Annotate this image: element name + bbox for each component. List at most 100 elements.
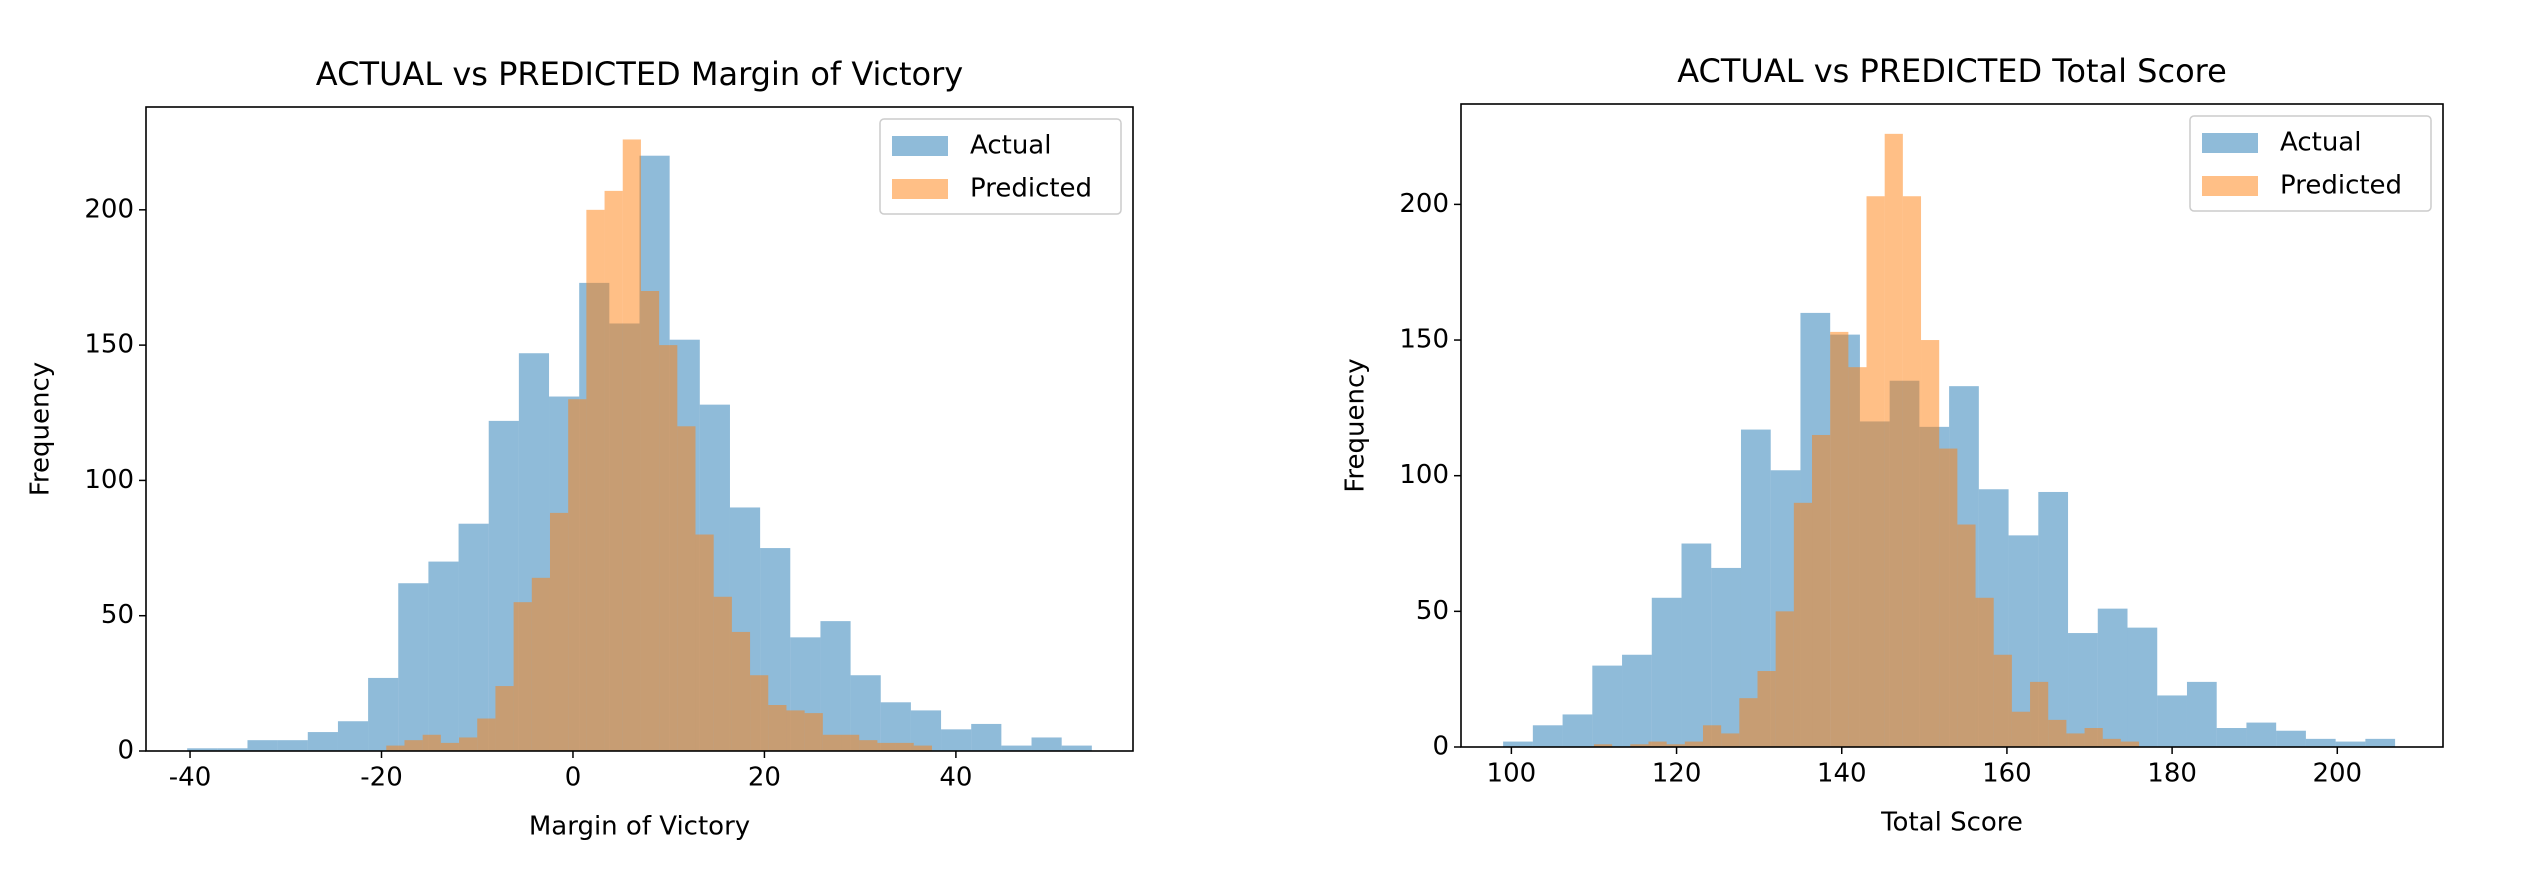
x-tick-label: 120: [1652, 759, 1702, 789]
plot-frame: [145, 106, 1134, 752]
x-tick-label: 160: [1982, 759, 2032, 789]
bar: [2365, 738, 2396, 747]
bar: [2276, 730, 2306, 747]
bar: [2048, 719, 2067, 747]
y-tick-label: 200: [84, 194, 134, 224]
bar: [2097, 608, 2128, 747]
bar: [459, 737, 478, 751]
bar: [1681, 543, 1712, 747]
bar: [622, 139, 641, 751]
bar: [337, 721, 369, 751]
bar: [659, 345, 678, 751]
x-tick-label: 200: [2312, 759, 2362, 789]
bar: [1757, 671, 1776, 747]
plot: [1503, 133, 2396, 748]
bar: [1593, 744, 1613, 747]
bar: [786, 710, 805, 751]
bar: [2084, 728, 2103, 747]
x-tick-label: 180: [2147, 759, 2197, 789]
x-tick-label: 40: [939, 763, 972, 793]
bar: [1711, 567, 1741, 747]
y-axis-label: Frequency: [1341, 358, 1371, 492]
bar: [804, 713, 823, 751]
legend-swatch: [2202, 133, 2258, 153]
bar: [1939, 448, 1958, 747]
bar: [2120, 741, 2140, 747]
bar: [458, 523, 489, 751]
bar: [2066, 733, 2085, 747]
bar: [913, 745, 932, 751]
bar: [731, 631, 751, 751]
bar: [2157, 695, 2187, 747]
bar: [386, 745, 405, 751]
legend-label: Actual: [2280, 128, 2361, 158]
bar: [1702, 725, 1722, 747]
plot-frame: [1460, 103, 2444, 748]
bar: [695, 534, 714, 751]
bar: [895, 742, 914, 751]
legend-swatch: [2202, 176, 2258, 196]
x-tick-label: 100: [1487, 759, 1537, 789]
bar: [640, 291, 660, 751]
legend-label: Predicted: [2280, 171, 2402, 201]
bar: [568, 399, 587, 751]
chart-title: ACTUAL vs PREDICTED Total Score: [1677, 52, 2227, 90]
y-tick-label: 200: [1399, 189, 1449, 219]
legend-label: Actual: [970, 131, 1051, 161]
bar: [2305, 738, 2336, 747]
y-tick-label: 50: [101, 600, 134, 630]
bar: [713, 596, 732, 751]
y-tick-label: 0: [117, 736, 134, 766]
bar: [677, 426, 696, 751]
bar: [398, 583, 429, 751]
bar: [1830, 331, 1849, 747]
bar: [2216, 728, 2247, 747]
bar: [549, 512, 569, 751]
bar: [768, 705, 787, 751]
bar: [440, 742, 460, 751]
bar: [1775, 611, 1794, 747]
bar: [422, 734, 441, 751]
bar: [941, 729, 972, 751]
y-tick-label: 100: [1399, 460, 1449, 490]
legend-swatch: [892, 136, 948, 156]
bar: [971, 723, 1002, 751]
bar: [1993, 654, 2012, 747]
y-tick-label: 0: [1432, 732, 1449, 762]
bar: [1061, 745, 1092, 751]
bar: [586, 209, 605, 751]
bar: [822, 734, 842, 751]
bar: [1902, 196, 1922, 747]
bar: [428, 561, 459, 751]
bar: [368, 677, 399, 751]
bar: [2030, 681, 2049, 747]
bar: [217, 748, 248, 751]
bar: [2102, 738, 2121, 747]
bar: [1866, 196, 1885, 747]
bar: [877, 742, 896, 751]
x-tick-label: -40: [169, 763, 211, 793]
bar: [750, 675, 769, 751]
bar: [2127, 627, 2158, 747]
bar: [1592, 665, 1623, 747]
bar: [1739, 698, 1758, 747]
x-axis-label: Margin of Victory: [529, 812, 750, 842]
y-tick-label: 150: [84, 330, 134, 360]
bar: [277, 740, 308, 751]
bar: [2011, 711, 2031, 747]
bar: [1684, 741, 1703, 747]
chart-title: ACTUAL vs PREDICTED Margin of Victory: [316, 55, 963, 93]
bar: [820, 621, 851, 751]
bar: [477, 718, 496, 751]
legend-swatch: [892, 179, 948, 199]
bar: [495, 686, 514, 751]
bar: [859, 740, 878, 751]
legend-label: Predicted: [970, 174, 1092, 204]
y-tick-label: 150: [1399, 325, 1449, 355]
bar: [1503, 741, 1533, 747]
bar: [1975, 597, 1994, 747]
bar: [1793, 502, 1813, 747]
bar: [1651, 597, 1682, 747]
bar: [1884, 133, 1903, 748]
x-tick-label: 20: [748, 763, 781, 793]
